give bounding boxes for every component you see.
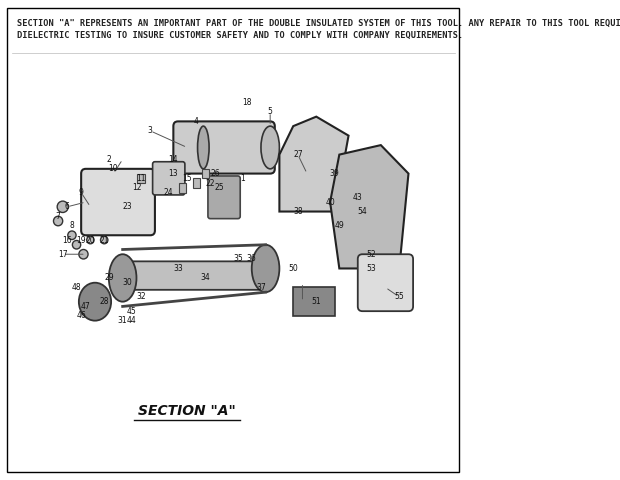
Text: 27: 27 xyxy=(293,150,303,159)
Text: 24: 24 xyxy=(164,188,174,197)
Text: 50: 50 xyxy=(288,264,298,273)
Text: 28: 28 xyxy=(99,297,109,306)
FancyBboxPatch shape xyxy=(153,162,185,195)
Bar xyxy=(138,174,145,183)
Ellipse shape xyxy=(198,126,209,169)
Text: 32: 32 xyxy=(136,292,146,301)
Text: 7: 7 xyxy=(56,212,61,221)
Text: 3: 3 xyxy=(148,126,153,135)
Text: 52: 52 xyxy=(367,250,376,259)
Circle shape xyxy=(73,240,81,249)
Text: 25: 25 xyxy=(215,183,224,192)
Text: 11: 11 xyxy=(136,174,146,183)
Text: 14: 14 xyxy=(169,155,178,164)
Text: 39: 39 xyxy=(330,169,340,178)
Circle shape xyxy=(57,201,68,213)
Text: 46: 46 xyxy=(76,312,86,321)
Text: 17: 17 xyxy=(58,250,68,259)
Text: 13: 13 xyxy=(169,169,178,178)
Text: 40: 40 xyxy=(326,198,335,206)
Circle shape xyxy=(68,231,76,240)
Text: 20: 20 xyxy=(86,236,95,244)
Polygon shape xyxy=(330,145,409,268)
Text: 49: 49 xyxy=(334,221,344,230)
FancyBboxPatch shape xyxy=(358,254,413,311)
Circle shape xyxy=(53,216,63,226)
FancyBboxPatch shape xyxy=(125,261,268,290)
Text: 34: 34 xyxy=(201,274,211,282)
Text: 15: 15 xyxy=(182,174,192,183)
Text: 37: 37 xyxy=(256,283,266,292)
Text: 23: 23 xyxy=(122,202,132,211)
Ellipse shape xyxy=(79,283,111,321)
Text: 19: 19 xyxy=(76,236,86,244)
Text: 21: 21 xyxy=(99,236,109,244)
Text: 30: 30 xyxy=(122,278,132,287)
Text: 12: 12 xyxy=(131,183,141,192)
Text: 8: 8 xyxy=(69,221,74,230)
Text: 31: 31 xyxy=(118,316,128,325)
Text: 38: 38 xyxy=(293,207,303,216)
Ellipse shape xyxy=(252,245,280,292)
Bar xyxy=(202,169,210,179)
Text: 33: 33 xyxy=(173,264,183,273)
Text: 35: 35 xyxy=(233,254,243,264)
Text: 5: 5 xyxy=(268,108,273,117)
Text: 26: 26 xyxy=(210,169,219,178)
Circle shape xyxy=(87,236,94,244)
Text: 18: 18 xyxy=(242,98,252,107)
Text: 45: 45 xyxy=(127,307,137,316)
Text: 16: 16 xyxy=(63,236,72,244)
FancyBboxPatch shape xyxy=(208,176,240,219)
Text: 44: 44 xyxy=(127,316,137,325)
Text: SECTION "A" REPRESENTS AN IMPORTANT PART OF THE DOUBLE INSULATED SYSTEM OF THIS : SECTION "A" REPRESENTS AN IMPORTANT PART… xyxy=(17,19,620,40)
Polygon shape xyxy=(280,117,348,212)
Text: 48: 48 xyxy=(72,283,81,292)
Text: 4: 4 xyxy=(194,117,199,126)
Text: 53: 53 xyxy=(366,264,376,273)
FancyBboxPatch shape xyxy=(174,121,275,174)
Polygon shape xyxy=(293,288,335,316)
Ellipse shape xyxy=(109,254,136,301)
Text: 9: 9 xyxy=(79,188,84,197)
Text: 6: 6 xyxy=(65,202,70,211)
Circle shape xyxy=(79,250,88,259)
Circle shape xyxy=(100,236,108,244)
Text: 22: 22 xyxy=(205,179,215,188)
Text: 1: 1 xyxy=(240,174,245,183)
Text: 36: 36 xyxy=(247,254,257,264)
Text: 51: 51 xyxy=(311,297,321,306)
Text: 54: 54 xyxy=(358,207,367,216)
Text: 55: 55 xyxy=(394,292,404,301)
Bar xyxy=(179,183,186,192)
Text: SECTION "A": SECTION "A" xyxy=(138,404,236,418)
Text: 10: 10 xyxy=(108,164,118,173)
Text: 2: 2 xyxy=(107,155,111,164)
Text: 47: 47 xyxy=(81,302,91,311)
Bar xyxy=(193,179,200,188)
FancyBboxPatch shape xyxy=(81,169,155,235)
Ellipse shape xyxy=(261,126,280,169)
Text: 29: 29 xyxy=(104,274,113,282)
Text: 43: 43 xyxy=(353,193,363,202)
